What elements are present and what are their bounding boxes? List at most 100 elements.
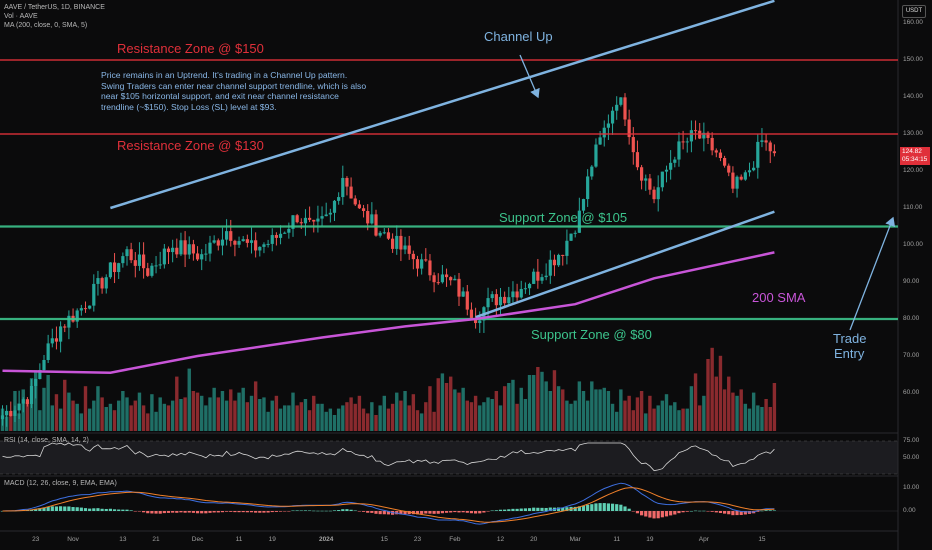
volume-bar — [619, 389, 623, 431]
time-tick-label: 13 — [119, 536, 127, 543]
macd-hist-bar — [50, 506, 54, 511]
candle-body — [602, 127, 606, 138]
volume-bar — [399, 400, 403, 431]
volume-bar — [328, 408, 333, 431]
candle-body — [83, 308, 88, 310]
volume-bar — [473, 395, 478, 431]
volume-bar — [594, 389, 598, 431]
candle-body — [772, 151, 776, 154]
volume-bar — [133, 400, 137, 431]
volume-bar — [283, 405, 287, 431]
volume-bar — [677, 410, 681, 431]
volume-bar — [768, 407, 772, 431]
candle-body — [117, 263, 121, 273]
candle-body — [378, 232, 382, 236]
macd-hist-bar — [615, 504, 619, 511]
candle-body — [154, 265, 158, 267]
macd-hist-bar — [474, 511, 478, 514]
candle-body — [395, 235, 399, 249]
volume-bar — [623, 400, 627, 431]
candle-body — [403, 245, 407, 250]
candle-body — [92, 283, 96, 306]
volume-bar — [590, 381, 594, 431]
volume-bar — [681, 408, 685, 431]
volume-bar — [9, 413, 13, 431]
macd-hist-bar — [727, 511, 731, 515]
macd-hist-bar — [664, 511, 669, 517]
volume-bars — [0, 347, 777, 431]
channel-up-label: Channel Up — [484, 29, 553, 44]
volume-bar — [336, 408, 341, 431]
volume-bar — [274, 395, 279, 431]
macd-tick-label: 0.00 — [903, 507, 916, 514]
volume-bar — [511, 379, 515, 431]
candle-body — [598, 137, 602, 145]
candle-body — [669, 162, 673, 170]
candle-body — [610, 110, 615, 124]
currency-selector[interactable]: USDT — [902, 5, 926, 18]
candle-body — [557, 254, 561, 266]
time-tick-label: Mar — [569, 536, 581, 543]
candle-body — [693, 130, 698, 132]
volume-bar — [527, 375, 532, 431]
candle-body — [415, 259, 420, 269]
macd-hist-bar — [278, 511, 283, 512]
macd-hist-bar — [79, 507, 83, 511]
ma-legend: MA (200, close, 0, SMA, 5) — [4, 22, 88, 29]
candle-body — [444, 274, 449, 278]
volume-bar — [287, 405, 291, 431]
candle-body — [341, 177, 345, 198]
macd-hist-bar — [270, 511, 274, 513]
candle-body — [25, 399, 29, 404]
macd-hist-bar — [142, 511, 146, 513]
candle-body — [685, 141, 689, 143]
volume-bar — [760, 407, 764, 431]
volume-bar — [569, 403, 573, 431]
macd-histogram — [0, 503, 776, 519]
candle-body — [756, 141, 760, 168]
candle-body — [258, 246, 262, 251]
macd-hist-bar — [469, 511, 474, 514]
volume-bar — [320, 403, 324, 431]
macd-hist-bar — [361, 511, 366, 512]
volume-bar — [146, 413, 150, 431]
volume-bar — [258, 399, 262, 431]
candle-body — [702, 132, 706, 139]
volume-bar — [482, 402, 486, 431]
macd-hist-bar — [299, 510, 303, 512]
macd-hist-bar — [652, 511, 656, 519]
candle-body — [590, 166, 594, 177]
macd-hist-bar — [689, 510, 693, 512]
volume-bar — [656, 405, 660, 431]
macd-hist-bar — [117, 509, 121, 511]
volume-bar — [689, 386, 694, 431]
volume-bar — [299, 402, 303, 431]
candle-body — [382, 232, 386, 234]
macd-hist-bar — [482, 511, 486, 513]
volume-bar — [772, 383, 777, 431]
candle-body — [540, 277, 544, 281]
time-tick-label: 11 — [235, 536, 243, 543]
candle-body — [764, 140, 768, 143]
volume-bar — [631, 410, 635, 431]
macd-hist-bar — [357, 511, 361, 512]
macd-hist-bar — [262, 511, 266, 513]
volume-bar — [63, 379, 67, 431]
candle-body — [183, 240, 187, 255]
volume-bar — [668, 405, 673, 431]
volume-bar — [162, 403, 167, 431]
macd-hist-bar — [731, 511, 735, 516]
candle-body — [42, 359, 46, 370]
candle-body — [266, 243, 270, 245]
candle-body — [357, 204, 361, 209]
macd-hist-bar — [490, 510, 494, 512]
candle-body — [254, 240, 258, 251]
candle-body — [187, 244, 191, 255]
candle-body — [424, 259, 428, 261]
volume-bar — [706, 359, 710, 431]
macd-hist-bar — [112, 509, 117, 511]
candle-body — [370, 214, 374, 224]
candle-body — [100, 278, 104, 289]
candle-body — [677, 141, 681, 160]
volume-bar — [540, 371, 544, 431]
